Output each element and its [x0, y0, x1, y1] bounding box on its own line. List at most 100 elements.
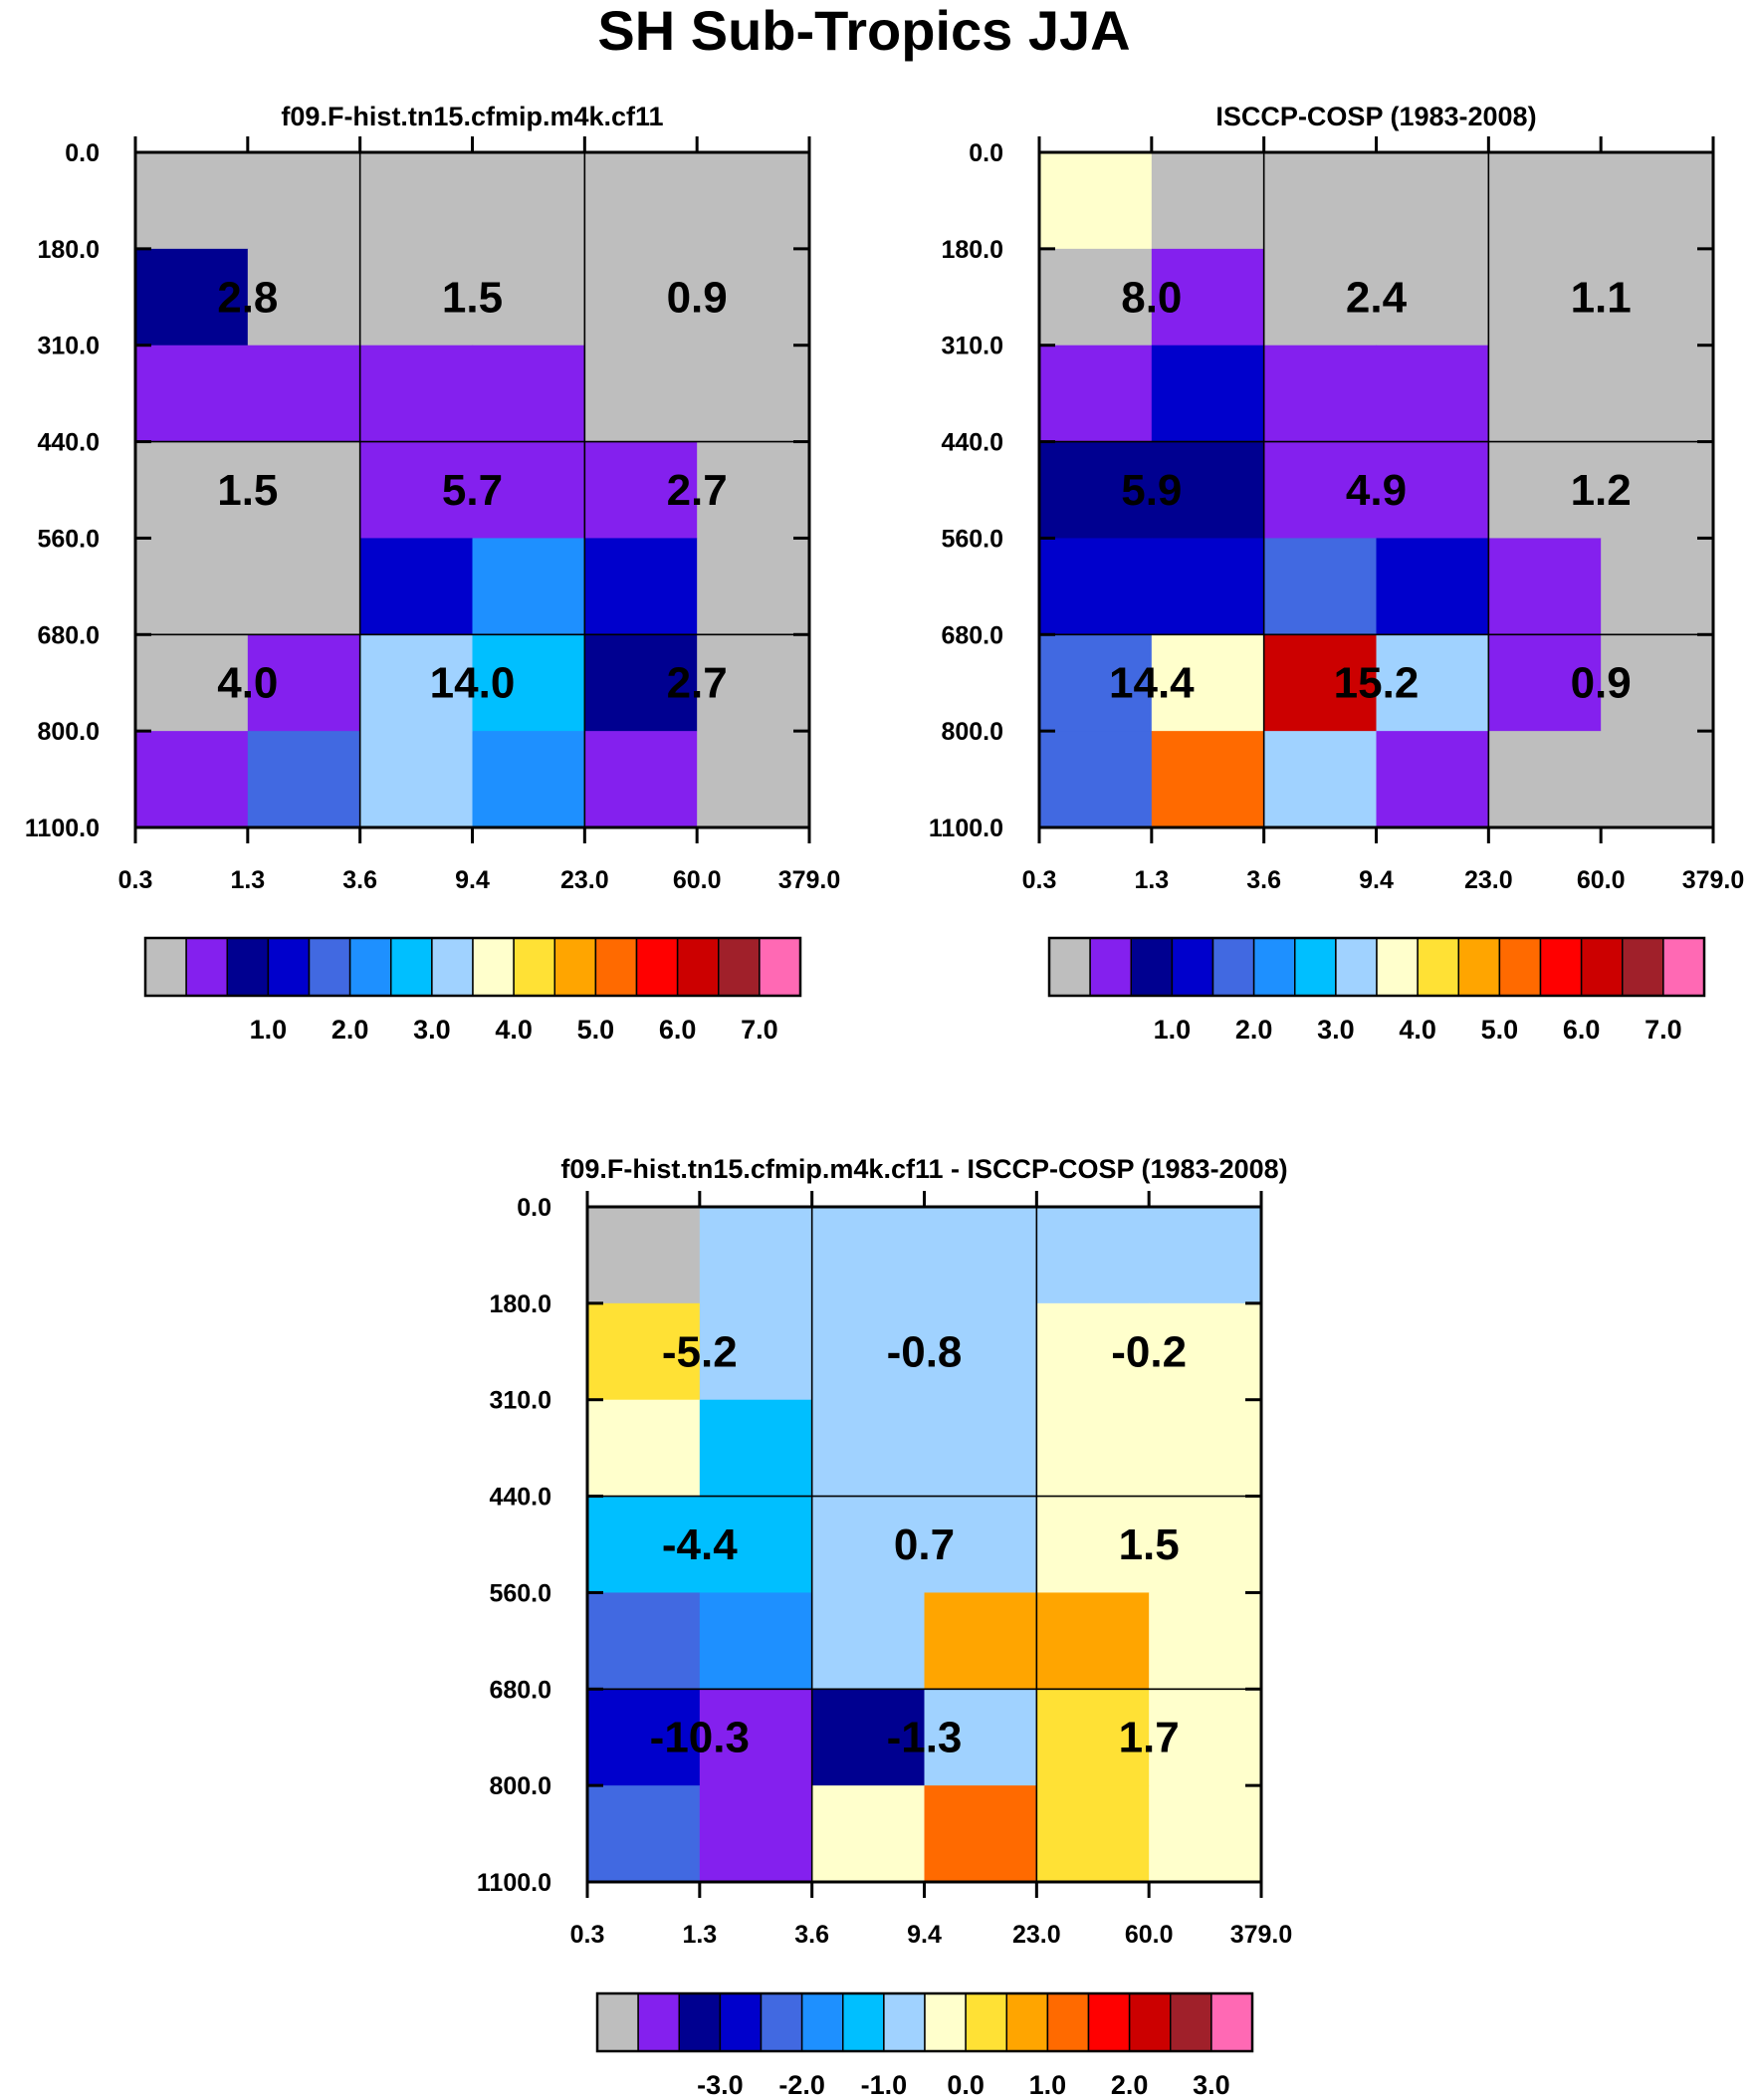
- heatmap-cell: [924, 1496, 1037, 1594]
- colorbar-box: [1130, 937, 1174, 997]
- group-value-label: 2.8: [217, 273, 278, 322]
- heatmap-cell: [359, 634, 474, 732]
- heatmap-cell: [811, 1496, 926, 1594]
- x-tick-label: 60.0: [673, 866, 722, 894]
- heatmap-cell: [1036, 1689, 1150, 1786]
- heatmap-cell: [472, 441, 585, 540]
- x-tick-label: 1.3: [230, 866, 265, 894]
- colorbar-box: [1005, 1992, 1049, 2052]
- x-tick-label: 3.6: [1246, 866, 1281, 894]
- colorbar-box: [1210, 1992, 1253, 2052]
- colorbar-label: -2.0: [778, 2070, 825, 2100]
- heatmap-cell: [1039, 731, 1153, 828]
- x-tick-label: 379.0: [1682, 866, 1745, 894]
- colorbar-label: -3.0: [697, 2070, 744, 2100]
- y-tick-label: 1100.0: [929, 815, 1003, 842]
- heatmap-cell: [359, 441, 474, 540]
- colorbar-box: [1087, 1992, 1131, 2052]
- heatmap-cell: [811, 1399, 926, 1498]
- group-value-label: 4.9: [1346, 466, 1407, 515]
- colorbar-label: 4.0: [1399, 1015, 1436, 1045]
- colorbar-box: [1335, 937, 1378, 997]
- colorbar-box: [678, 1992, 722, 2052]
- colorbar-box: [719, 1992, 763, 2052]
- heatmap-cell: [1149, 1785, 1262, 1883]
- y-tick-label: 0.0: [969, 139, 1003, 167]
- colorbar-frame: [595, 1991, 1254, 2053]
- group-value-label: 15.2: [1334, 659, 1420, 708]
- heatmap-cell: [587, 1689, 701, 1786]
- heatmap-cell: [135, 634, 249, 732]
- heatmap-cell: [1601, 345, 1714, 443]
- heatmap-cell: [1263, 731, 1378, 828]
- colorbar-frame: [143, 936, 802, 998]
- y-tick-label: 440.0: [941, 429, 1003, 457]
- y-tick-label: 560.0: [941, 525, 1003, 553]
- heatmap-cell: [359, 345, 474, 443]
- heatmap-cell: [587, 1496, 701, 1594]
- heatmap-cell: [697, 345, 810, 443]
- colorbar-label: 1.0: [1154, 1015, 1192, 1045]
- heatmap-cell: [1039, 634, 1153, 732]
- heatmap-cell: [1376, 152, 1489, 250]
- colorbar-box: [390, 937, 433, 997]
- group-value-label: 1.1: [1571, 273, 1632, 322]
- y-tick-label: 680.0: [489, 1676, 551, 1704]
- heatmap-cell: [1149, 1592, 1262, 1690]
- heatmap-cell: [1149, 1302, 1262, 1401]
- colorbar-label: 6.0: [1563, 1015, 1601, 1045]
- heatmap-cell: [1036, 1785, 1150, 1883]
- heatmap-cell: [1376, 248, 1489, 347]
- y-tick-label: 800.0: [941, 718, 1003, 746]
- heatmap-cell: [699, 1689, 813, 1786]
- group-value-label: -4.4: [662, 1520, 738, 1569]
- colorbar-label: -1.0: [861, 2070, 908, 2100]
- panel-title: ISCCP-COSP (1983-2008): [1215, 102, 1536, 131]
- heatmap-cell: [1488, 538, 1602, 635]
- colorbar-box: [1089, 937, 1133, 997]
- heatmap-cell: [135, 441, 249, 540]
- heatmap-cell: [584, 152, 698, 250]
- heatmap-cell: [1263, 538, 1378, 635]
- group-value-label: 14.4: [1109, 659, 1195, 708]
- colorbar-label: 7.0: [1645, 1015, 1682, 1045]
- heatmap-cell: [1039, 441, 1153, 540]
- group-value-label: -1.3: [887, 1714, 963, 1762]
- colorbar-label: 0.0: [947, 2070, 985, 2100]
- heatmap-cell: [697, 152, 810, 250]
- x-tick-label: 379.0: [778, 866, 841, 894]
- heatmap-cell: [247, 538, 361, 635]
- heatmap-cell: [359, 248, 474, 347]
- colorbar-box: [1128, 1992, 1172, 2052]
- heatmap-cell: [697, 441, 810, 540]
- y-tick-label: 310.0: [37, 333, 100, 360]
- heatmap-cell: [1151, 441, 1265, 540]
- colorbar-box: [1539, 937, 1583, 997]
- y-tick-label: 800.0: [489, 1772, 551, 1800]
- heatmap-cell: [1149, 1207, 1262, 1304]
- panel-title: f09.F-hist.tn15.cfmip.m4k.cf11: [281, 102, 663, 131]
- heatmap-cell: [1376, 441, 1489, 540]
- colorbar-box: [759, 937, 801, 997]
- y-tick-label: 310.0: [489, 1387, 551, 1415]
- heatmap-cell: [135, 731, 249, 828]
- heatmap-cell: [699, 1496, 813, 1594]
- x-tick-label: 379.0: [1230, 1921, 1293, 1949]
- colorbar-box: [965, 1992, 1008, 2052]
- heatmap-cell: [1488, 248, 1602, 347]
- x-tick-label: 23.0: [1012, 1921, 1061, 1949]
- group-value-label: 2.7: [667, 659, 728, 708]
- heatmap-cell: [697, 248, 810, 347]
- colorbar-label: 3.0: [1317, 1015, 1355, 1045]
- heatmap-cell: [135, 345, 249, 443]
- heatmap-cell: [247, 152, 361, 250]
- heatmap-cell: [1488, 152, 1602, 250]
- y-tick-label: 180.0: [37, 236, 100, 264]
- colorbar-label: 7.0: [741, 1015, 778, 1045]
- x-tick-label: 0.3: [570, 1921, 605, 1949]
- heatmap-cell: [472, 152, 585, 250]
- group-value-label: 4.0: [217, 659, 278, 708]
- colorbar-label: 3.0: [1193, 2070, 1230, 2100]
- colorbar-box: [308, 937, 351, 997]
